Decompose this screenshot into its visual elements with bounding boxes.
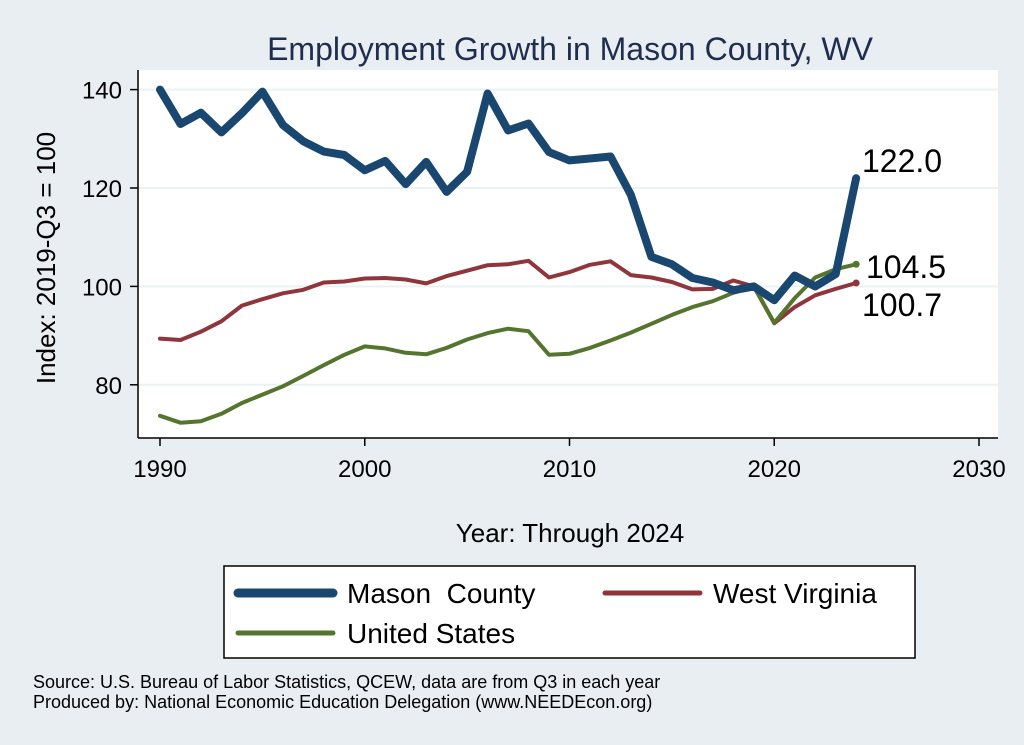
y-tick-label-80: 80	[95, 373, 122, 400]
y-tick-label-100: 100	[82, 274, 122, 301]
legend-label-mason-county: Mason County	[347, 578, 535, 609]
series-endpoint-west-virginia	[852, 279, 860, 287]
x-tick-label-2010: 2010	[543, 456, 596, 483]
legend-label-west-virginia: West Virginia	[713, 578, 877, 609]
series-endpoint-united-states	[852, 260, 860, 268]
x-tick-label-2030: 2030	[952, 456, 1005, 483]
x-tick-label-2000: 2000	[338, 456, 391, 483]
series-line-west-virginia	[158, 258, 859, 342]
x-axis-label: Year: Through 2024	[456, 518, 684, 548]
x-tick-label-1990: 1990	[133, 456, 186, 483]
series-endpoint-mason-county	[853, 175, 860, 182]
producer-line: Produced by: National Economic Education…	[33, 692, 652, 712]
series-lines	[156, 85, 861, 425]
y-tick-label-120: 120	[82, 176, 122, 203]
y-axis-ticks: 80 100 120 140	[82, 78, 138, 400]
end-label-west-virginia: 100.7	[862, 287, 942, 323]
end-label-mason-county: 122.0	[862, 143, 942, 179]
y-tick-label-140: 140	[82, 78, 122, 105]
legend-box	[223, 565, 916, 659]
series-line-mason-county	[156, 85, 861, 305]
x-tick-label-2020: 2020	[748, 456, 801, 483]
source-line: Source: U.S. Bureau of Labor Statistics,…	[33, 672, 660, 692]
x-axis-ticks: 1990 2000 2010 2020 2030	[133, 438, 1006, 483]
legend: Mason County West Virginia United States	[223, 565, 916, 659]
chart-title: Employment Growth in Mason County, WV	[267, 31, 874, 67]
y-axis-label: Index: 2019-Q3 = 100	[31, 132, 61, 384]
legend-label-united-states: United States	[347, 618, 515, 649]
end-label-united-states: 104.5	[866, 249, 946, 285]
plot-area	[138, 70, 998, 438]
